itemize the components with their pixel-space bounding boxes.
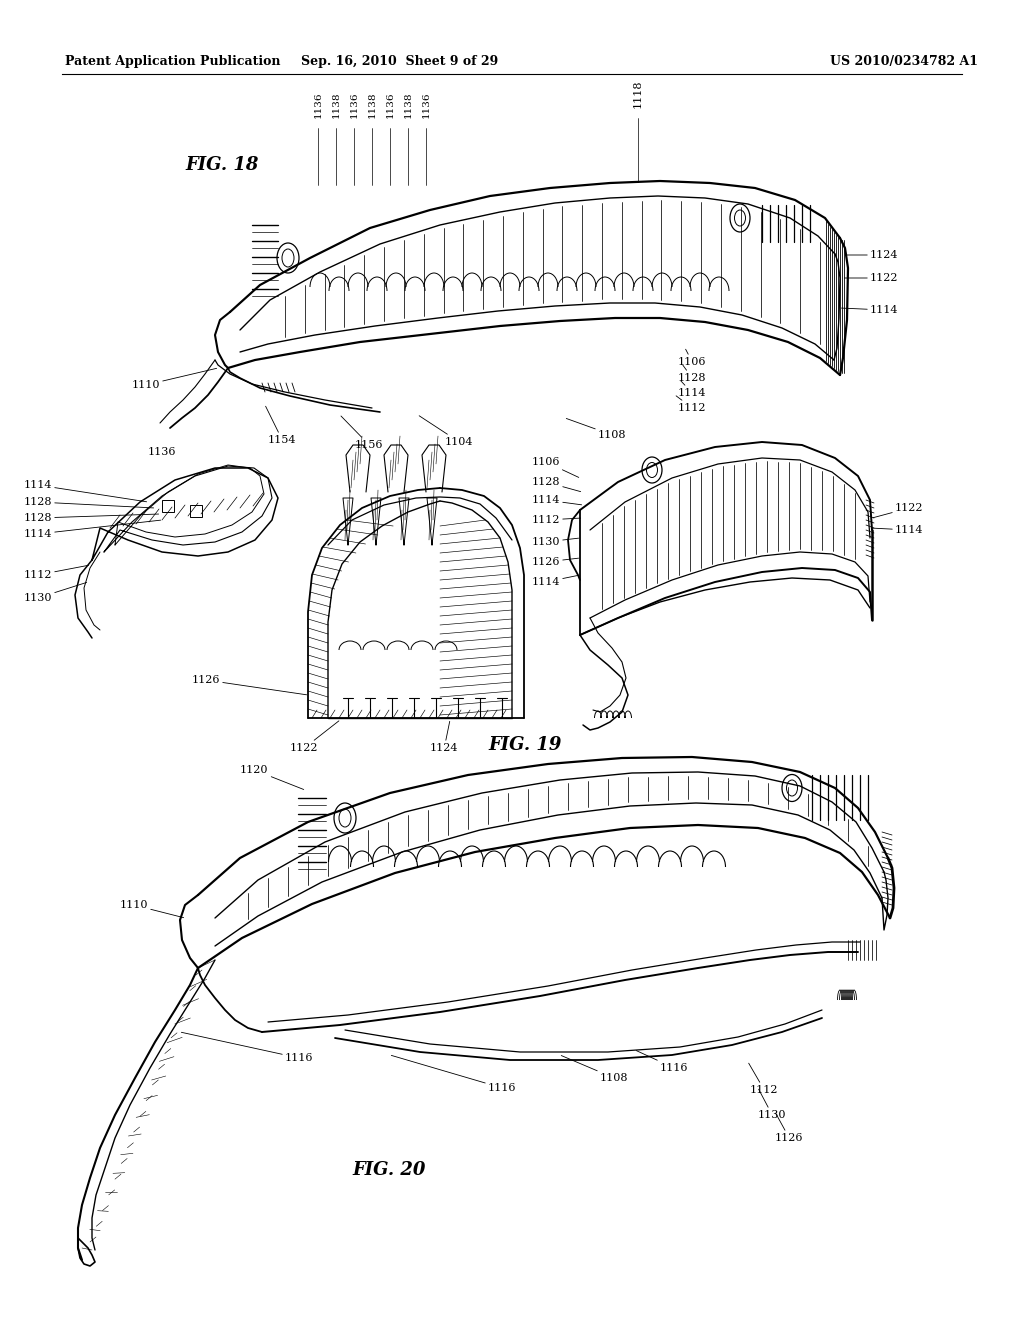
Text: 1118: 1118	[633, 79, 643, 108]
Text: 1112: 1112	[749, 1063, 778, 1096]
Text: 1106: 1106	[531, 457, 579, 478]
Bar	[162, 500, 174, 512]
Text: 1136: 1136	[313, 91, 323, 117]
Text: 1128: 1128	[24, 498, 154, 508]
Text: 1122: 1122	[873, 503, 924, 517]
Text: 1112: 1112	[24, 565, 89, 579]
Text: 1122: 1122	[290, 721, 339, 752]
Text: 1108: 1108	[561, 1056, 629, 1082]
Text: 1116: 1116	[181, 1032, 313, 1063]
Text: 1110: 1110	[120, 900, 183, 917]
Text: 1138: 1138	[332, 91, 341, 117]
Text: 1138: 1138	[403, 91, 413, 117]
Text: 1122: 1122	[845, 273, 898, 282]
Text: 1136: 1136	[422, 91, 430, 117]
Text: 1106: 1106	[678, 350, 707, 367]
Text: 1128: 1128	[678, 366, 707, 383]
Text: Patent Application Publication: Patent Application Publication	[65, 55, 281, 69]
Text: 1110: 1110	[131, 368, 217, 389]
Text: 1112: 1112	[531, 515, 581, 525]
Text: FIG. 18: FIG. 18	[185, 156, 258, 174]
Text: Sep. 16, 2010  Sheet 9 of 29: Sep. 16, 2010 Sheet 9 of 29	[301, 55, 499, 69]
Text: 1126: 1126	[531, 557, 579, 568]
Text: 1138: 1138	[368, 91, 377, 117]
Text: 1108: 1108	[566, 418, 627, 440]
Text: 1116: 1116	[391, 1056, 516, 1093]
Text: 1120: 1120	[240, 766, 304, 789]
Text: 1114: 1114	[678, 381, 707, 399]
Text: 1124: 1124	[847, 249, 898, 260]
Text: 1130: 1130	[531, 537, 579, 546]
Text: 1114: 1114	[24, 480, 146, 502]
Text: 1114: 1114	[531, 576, 579, 587]
Text: US 2010/0234782 A1: US 2010/0234782 A1	[830, 55, 978, 69]
Text: 1154: 1154	[265, 407, 297, 445]
Text: 1126: 1126	[191, 675, 306, 694]
Text: 1114: 1114	[531, 495, 582, 506]
Text: 1130: 1130	[24, 582, 87, 603]
Text: 1136: 1136	[385, 91, 394, 117]
Text: 1114: 1114	[24, 520, 161, 539]
Text: 1128: 1128	[24, 513, 159, 523]
Text: 1114: 1114	[871, 525, 924, 535]
Text: FIG. 19: FIG. 19	[488, 737, 561, 754]
Text: 1116: 1116	[636, 1051, 688, 1073]
Text: 1130: 1130	[758, 1089, 786, 1119]
Bar	[190, 506, 202, 517]
Text: 1114: 1114	[842, 305, 898, 315]
Text: 1124: 1124	[430, 721, 459, 752]
Text: FIG. 20: FIG. 20	[352, 1162, 425, 1179]
Text: 1136: 1136	[349, 91, 358, 117]
Text: 1126: 1126	[775, 1113, 804, 1143]
Text: 1136: 1136	[148, 447, 176, 457]
Text: 1112: 1112	[676, 396, 707, 413]
Text: 1156: 1156	[341, 416, 384, 450]
Text: 1104: 1104	[419, 416, 473, 447]
Text: 1128: 1128	[531, 477, 581, 491]
